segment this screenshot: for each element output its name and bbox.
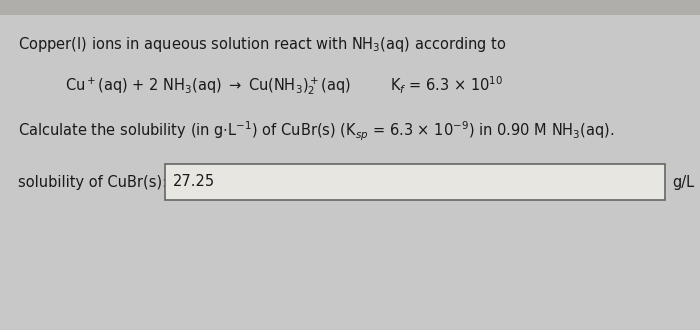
Text: Copper(I) ions in aqueous solution react with NH$_3$(aq) according to: Copper(I) ions in aqueous solution react…: [18, 35, 507, 54]
Text: solubility of CuBr(s):: solubility of CuBr(s):: [18, 175, 167, 189]
Bar: [0, 0, 700, 15]
Text: Cu$^+$(aq) + 2 NH$_3$(aq) $\rightarrow$ Cu(NH$_3$)$_2^+$(aq): Cu$^+$(aq) + 2 NH$_3$(aq) $\rightarrow$ …: [65, 75, 351, 97]
Text: 27.25: 27.25: [173, 175, 215, 189]
Text: g/L: g/L: [672, 175, 694, 189]
Text: K$_f$ = 6.3 $\times$ 10$^{10}$: K$_f$ = 6.3 $\times$ 10$^{10}$: [390, 75, 503, 96]
Text: Calculate the solubility (in g$\cdot$L$^{-1}$) of CuBr(s) (K$_{sp}$ = 6.3 $\time: Calculate the solubility (in g$\cdot$L$^…: [18, 120, 615, 143]
Bar: [165, 164, 665, 200]
